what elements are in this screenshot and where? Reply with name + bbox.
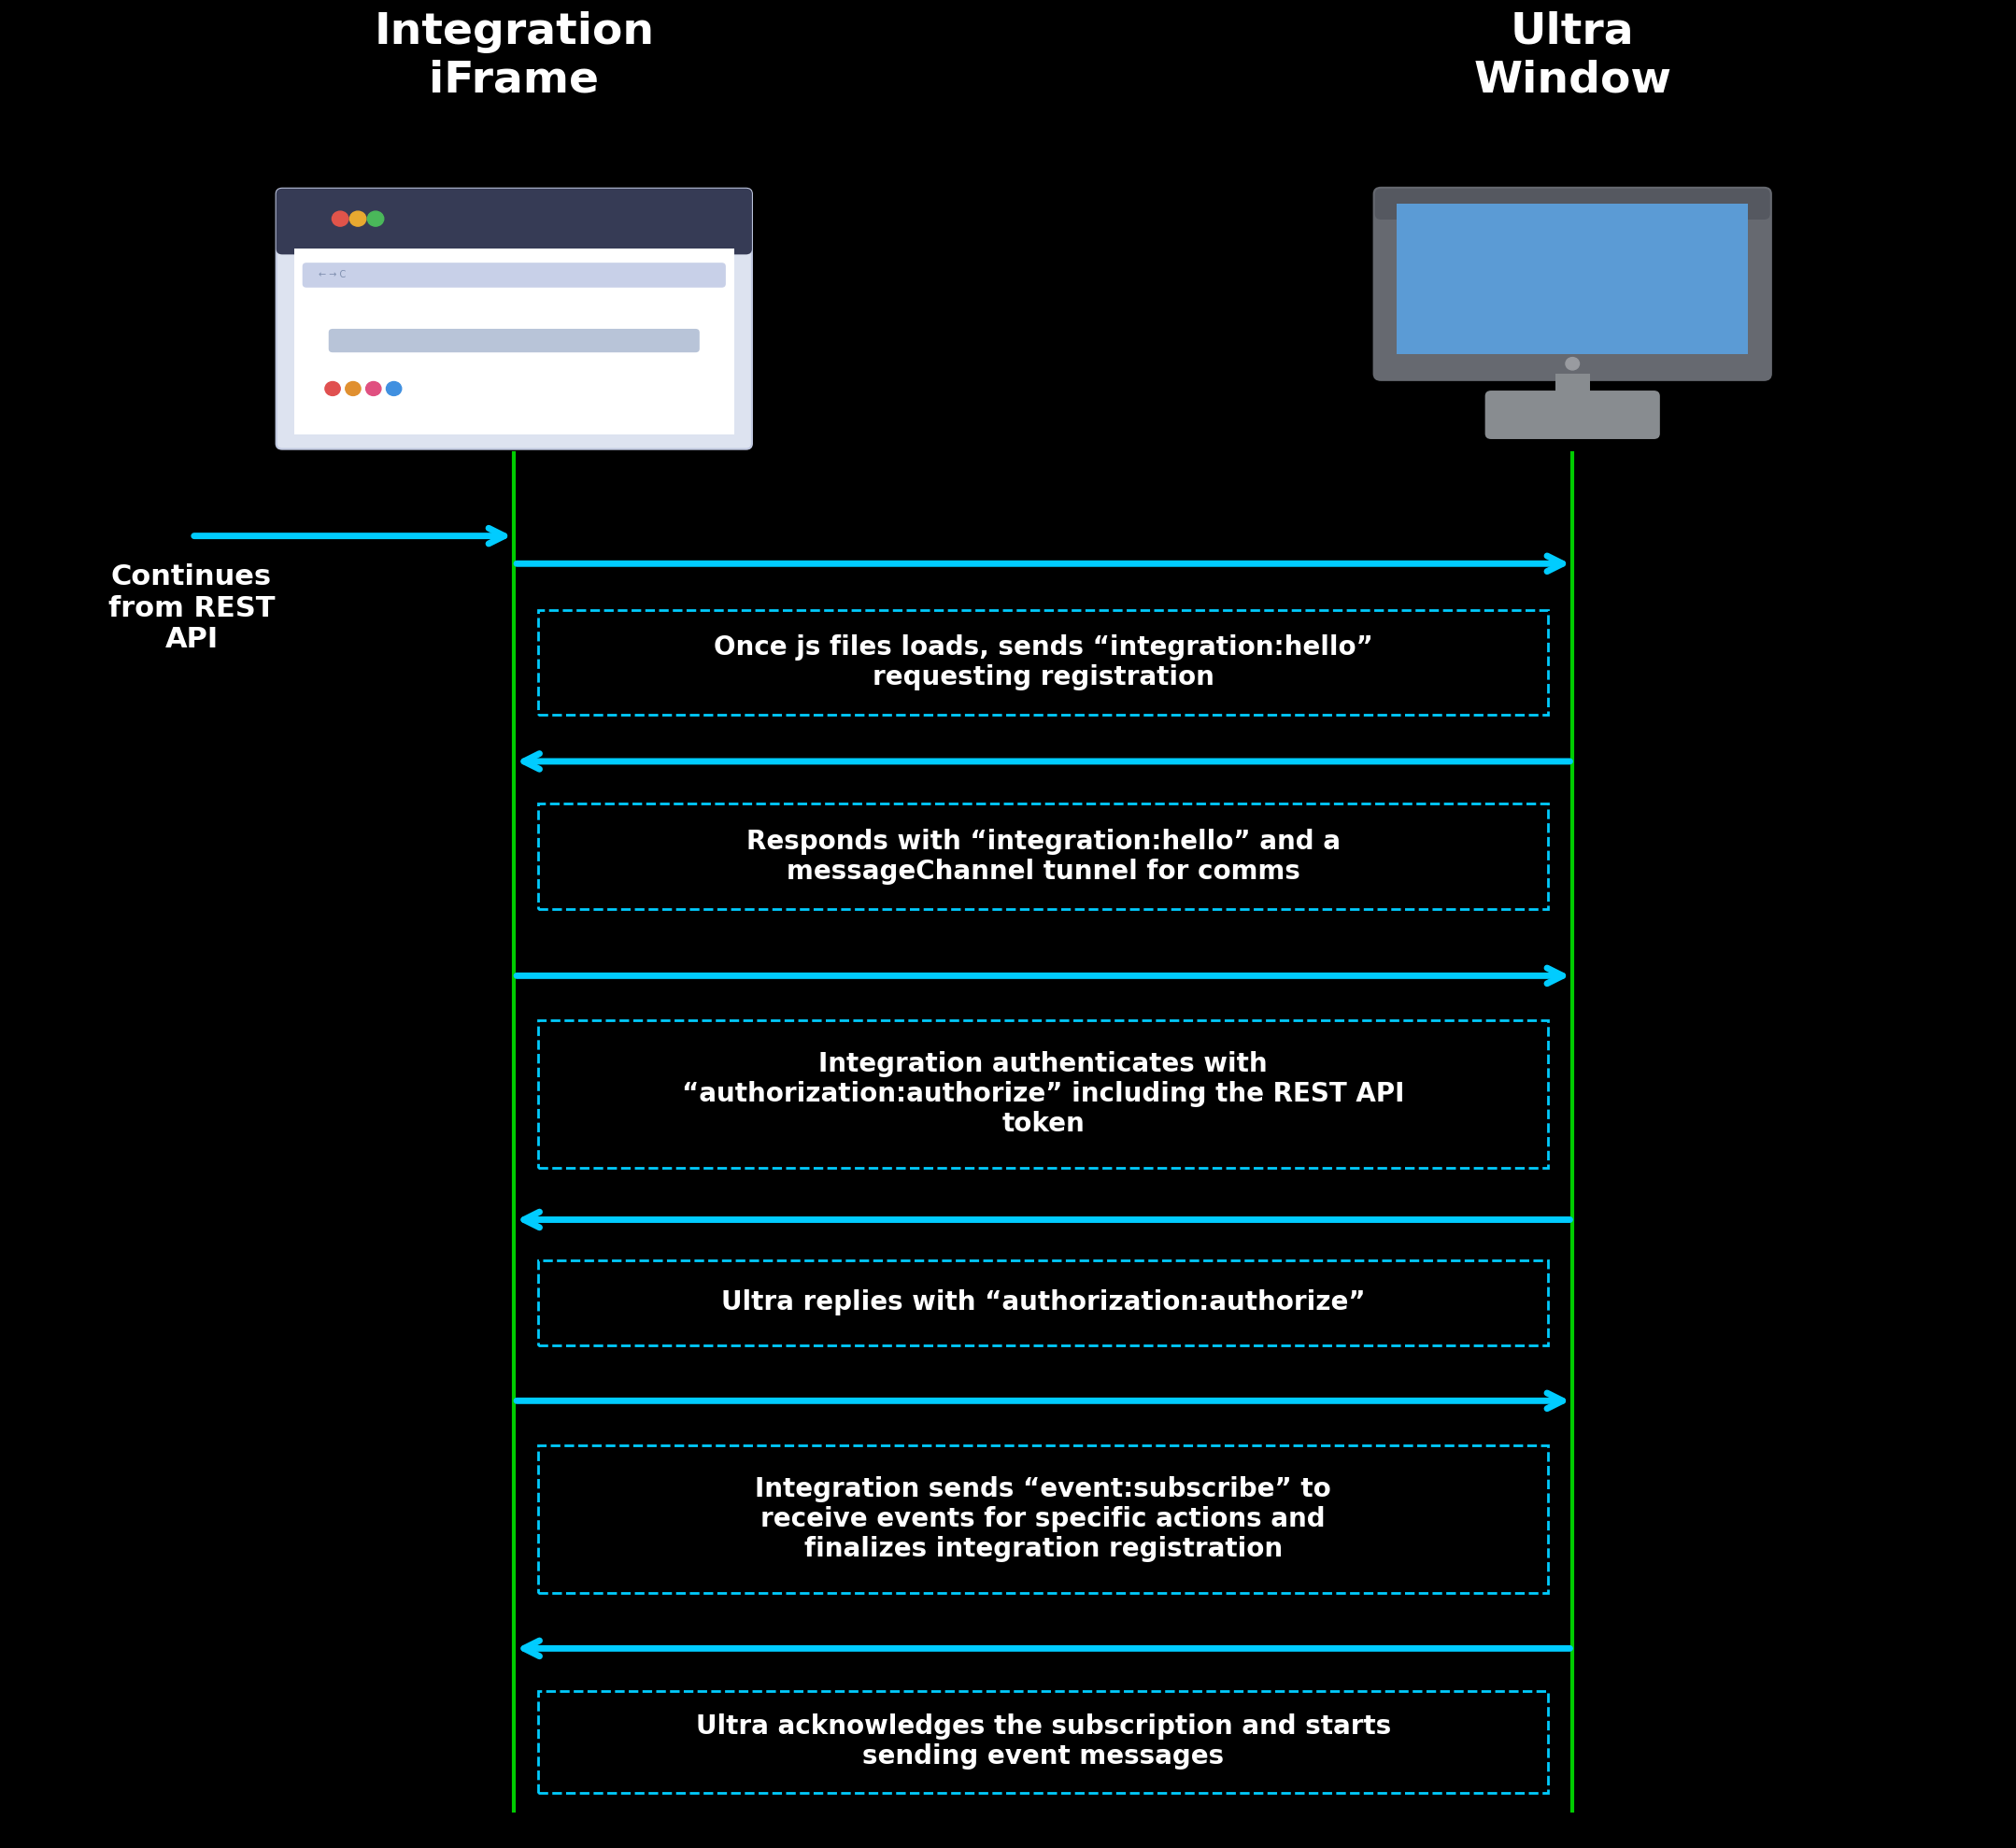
Circle shape bbox=[349, 211, 367, 225]
Bar bbox=[1492, 414, 1653, 434]
Circle shape bbox=[1566, 357, 1579, 370]
Text: Integration sends “event:subscribe” to
receive events for specific actions and
f: Integration sends “event:subscribe” to r… bbox=[756, 1477, 1331, 1562]
FancyBboxPatch shape bbox=[1373, 187, 1772, 381]
Text: Integration
iFrame: Integration iFrame bbox=[373, 11, 655, 102]
Text: Ultra
Window: Ultra Window bbox=[1474, 11, 1671, 102]
Circle shape bbox=[333, 211, 349, 225]
Bar bbox=[538, 1260, 1548, 1345]
FancyBboxPatch shape bbox=[1375, 188, 1770, 220]
Text: ← → C: ← → C bbox=[319, 270, 347, 279]
Circle shape bbox=[345, 383, 361, 395]
Bar bbox=[538, 804, 1548, 909]
Text: Responds with “integration:hello” and a
messageChannel tunnel for comms: Responds with “integration:hello” and a … bbox=[746, 828, 1341, 885]
Bar bbox=[538, 610, 1548, 715]
Bar bbox=[538, 1445, 1548, 1593]
Bar bbox=[1554, 373, 1591, 399]
FancyBboxPatch shape bbox=[1486, 390, 1659, 440]
Circle shape bbox=[325, 383, 341, 395]
Bar bbox=[538, 1691, 1548, 1793]
Circle shape bbox=[367, 211, 383, 225]
Bar bbox=[538, 1020, 1548, 1168]
Bar bbox=[1397, 203, 1748, 353]
FancyBboxPatch shape bbox=[276, 188, 752, 255]
Circle shape bbox=[387, 383, 401, 395]
FancyBboxPatch shape bbox=[276, 188, 752, 449]
FancyBboxPatch shape bbox=[302, 262, 726, 288]
Text: Ultra replies with “authorization:authorize”: Ultra replies with “authorization:author… bbox=[722, 1290, 1365, 1316]
Text: Continues
from REST
API: Continues from REST API bbox=[109, 564, 274, 654]
Circle shape bbox=[365, 383, 381, 395]
Bar bbox=[1381, 203, 1764, 214]
Text: Integration authenticates with
“authorization:authorize” including the REST API
: Integration authenticates with “authoriz… bbox=[681, 1052, 1405, 1137]
Text: Once js files loads, sends “integration:hello”
requesting registration: Once js files loads, sends “integration:… bbox=[714, 634, 1373, 691]
Bar bbox=[282, 222, 746, 249]
Text: Ultra acknowledges the subscription and starts
sending event messages: Ultra acknowledges the subscription and … bbox=[696, 1713, 1391, 1770]
Bar bbox=[294, 249, 734, 434]
FancyBboxPatch shape bbox=[329, 329, 700, 353]
